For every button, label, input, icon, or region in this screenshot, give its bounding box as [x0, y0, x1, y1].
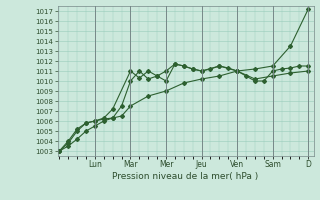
X-axis label: Pression niveau de la mer( hPa ): Pression niveau de la mer( hPa ) [112, 172, 259, 181]
